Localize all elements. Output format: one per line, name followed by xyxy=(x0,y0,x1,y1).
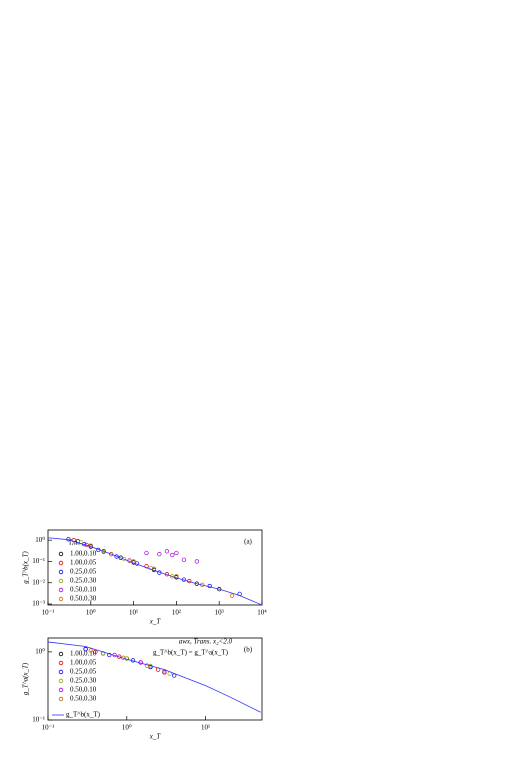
legend-swatch xyxy=(58,587,64,593)
data-point xyxy=(217,586,222,592)
annotation: awx, Trans. x₂<2.0 xyxy=(179,638,233,646)
fit-line xyxy=(47,537,263,606)
legend-swatch xyxy=(58,669,64,675)
y-axis-label: g_T^a(x_T) xyxy=(22,662,30,695)
panel-label: (b) xyxy=(244,646,253,654)
x-tick-label: 10⁻¹ xyxy=(42,609,55,617)
data-point xyxy=(170,552,175,558)
legend-title: T,αₛ xyxy=(68,539,80,547)
legend-label: 0.25,0.30 xyxy=(70,577,97,585)
data-point xyxy=(109,552,114,557)
data-point xyxy=(164,549,170,554)
legend-label: 1.00,0.05 xyxy=(70,559,97,567)
legend-label: 0.50,0.10 xyxy=(70,586,97,594)
legend-swatch xyxy=(58,678,64,684)
legend-label: 1.00,0.10 xyxy=(70,650,97,658)
x-tick-label: 10⁰ xyxy=(86,609,96,617)
x-tick-label: 10⁴ xyxy=(257,609,267,617)
legend-label: 0.50,0.30 xyxy=(70,595,97,603)
y-tick-label: 10⁻³ xyxy=(32,600,45,608)
plot-frame xyxy=(47,637,263,721)
data-point xyxy=(88,648,94,653)
legend-swatch xyxy=(58,596,64,602)
y-tick-label: 10⁻² xyxy=(32,578,45,586)
x-tick-label: 10³ xyxy=(215,609,224,617)
y-tick-label: 10⁰ xyxy=(35,536,45,544)
legend-label: 0.25,0.30 xyxy=(70,677,97,685)
legend-swatch xyxy=(58,651,64,657)
data-point xyxy=(194,559,199,564)
fit-line xyxy=(47,641,261,713)
data-point xyxy=(174,550,179,556)
y-axis-label: g_T^b(x_T) xyxy=(22,551,30,584)
x-tick-label: 10² xyxy=(172,609,181,617)
legend-label: 0.25,0.05 xyxy=(70,568,97,576)
x-tick-label: 10⁻¹ xyxy=(42,724,55,732)
y-tick-label: 10⁰ xyxy=(35,648,45,656)
x-axis-label: x_T xyxy=(149,733,162,741)
legend-swatch xyxy=(58,551,64,557)
x-axis-label: x_T xyxy=(149,618,162,626)
legend-label: 1.00,0.10 xyxy=(70,550,97,558)
legend-label: g_T^b(x_T) xyxy=(66,711,101,719)
x-tick-label: 10⁰ xyxy=(122,724,132,732)
legend-label: 1.00,0.05 xyxy=(70,659,97,667)
x-tick-label: 10¹ xyxy=(201,724,210,732)
legend-label: 0.25,0.05 xyxy=(70,668,97,676)
panel: 10⁻¹ 10⁰ 10¹ 10² 10³ 10⁴ 10⁰ 10⁻¹ 10⁻² 10⁻³ x_T g_T… xyxy=(22,529,267,626)
plot-frame xyxy=(47,529,263,606)
legend-label: 0.50,0.10 xyxy=(70,686,97,694)
legend-swatch xyxy=(58,560,64,566)
data-point xyxy=(93,649,98,655)
panel-label: (a) xyxy=(244,538,252,546)
data-point xyxy=(181,557,187,562)
data-point xyxy=(194,581,199,586)
legend-swatch xyxy=(58,696,64,702)
annotation: g_T^b(x_T) = g_T^a(x_T) xyxy=(153,649,229,657)
data-point xyxy=(157,552,162,557)
legend-label: 0.50,0.30 xyxy=(70,695,97,703)
legend-swatch xyxy=(58,578,64,584)
panel: 10⁻¹ 10⁰ 10¹ 10⁰ 10⁻¹ x_T g_T^a(x_T) (b) awx, Tr… xyxy=(22,637,263,741)
data-point xyxy=(229,593,235,598)
data-point xyxy=(83,646,88,652)
legend-swatch xyxy=(58,569,64,575)
data-point xyxy=(107,652,112,658)
data-point xyxy=(170,574,175,579)
data-point xyxy=(144,550,149,556)
x-tick-label: 10¹ xyxy=(129,609,138,617)
legend-swatch xyxy=(58,687,64,693)
data-point xyxy=(71,538,76,543)
y-tick-label: 10⁻¹ xyxy=(32,716,45,724)
legend-swatch xyxy=(58,660,64,666)
data-point xyxy=(121,556,127,562)
y-tick-label: 10⁻¹ xyxy=(32,557,45,565)
